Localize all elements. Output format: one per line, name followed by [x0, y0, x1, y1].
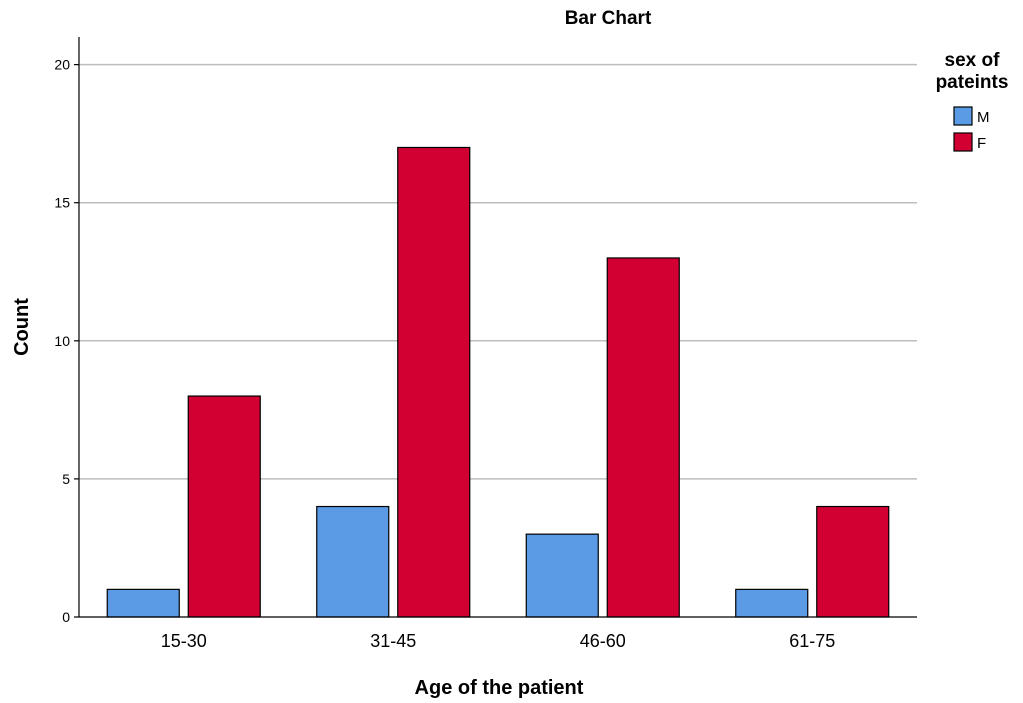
- bars: [106, 146, 890, 618]
- axes: [78, 37, 917, 618]
- bar-M-15-30: [106, 588, 180, 618]
- y-tick-label-20: 20: [54, 57, 70, 73]
- legend-swatch-F: [953, 132, 973, 152]
- x-tick-label-61-75: 61-75: [789, 631, 835, 651]
- bar-M-46-60: [525, 533, 599, 618]
- y-tick-label-0: 0: [62, 609, 70, 625]
- bar-F-15-30: [187, 395, 261, 618]
- x-tick-label-46-60: 46-60: [580, 631, 626, 651]
- x-axis-ticks: 15-30 31-45 46-60 61-75: [161, 631, 836, 651]
- y-tick-label-10: 10: [54, 333, 70, 349]
- legend-swatch-M: [953, 106, 973, 126]
- x-tick-label-15-30: 15-30: [161, 631, 207, 651]
- x-axis-title: Age of the patient: [415, 677, 584, 699]
- bar-F-46-60: [606, 257, 680, 618]
- bar-M-31-45: [316, 505, 390, 618]
- chart-title: Bar Chart: [565, 8, 652, 29]
- legend-label-F: F: [977, 135, 986, 152]
- y-tick-label-15: 15: [54, 195, 70, 211]
- bar-F-31-45: [397, 146, 471, 618]
- legend-label-M: M: [977, 109, 990, 126]
- y-axis-ticks: 0 5 10 15 20: [54, 57, 79, 625]
- bar-M-61-75: [735, 588, 809, 618]
- gridlines: [79, 63, 917, 480]
- bar-F-61-75: [816, 505, 890, 618]
- y-axis-title: Count: [11, 298, 33, 356]
- legend-title-line-2: pateints: [936, 72, 1009, 93]
- y-tick-label-5: 5: [62, 471, 70, 487]
- x-tick-label-31-45: 31-45: [370, 631, 416, 651]
- legend-title-line-1: sex of: [945, 50, 1001, 71]
